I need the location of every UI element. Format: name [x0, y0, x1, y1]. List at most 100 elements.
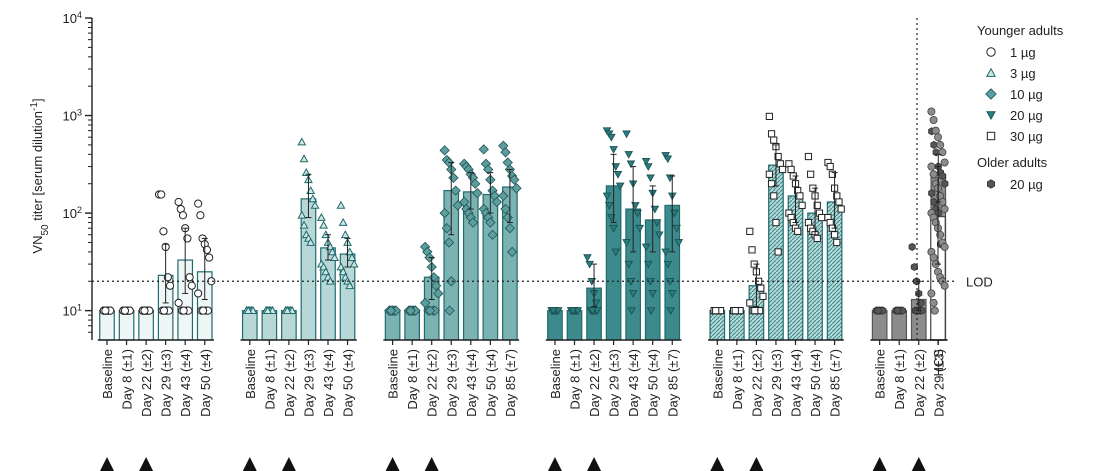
data-point — [444, 305, 455, 316]
data-point — [644, 260, 653, 269]
data-point — [491, 196, 503, 208]
x-tick-label: Day 50 (±4) — [808, 349, 823, 417]
data-point — [450, 185, 461, 196]
x-tick-label: Day 22 (±2) — [587, 349, 602, 417]
data-point — [308, 194, 318, 203]
x-tick-label: Day 50 (±4) — [198, 349, 213, 417]
x-tick-label: Day 8 (±1) — [730, 349, 745, 410]
data-point — [385, 305, 397, 316]
data-point — [243, 306, 253, 315]
data-point — [446, 276, 457, 287]
bar — [241, 310, 258, 341]
data-point — [774, 248, 782, 256]
data-point — [306, 237, 316, 246]
y-tick-label: 103 — [63, 108, 82, 124]
data-point — [611, 248, 621, 257]
data-point — [101, 306, 110, 315]
data-point — [340, 230, 350, 239]
dose-marker — [710, 457, 725, 471]
data-point — [767, 180, 776, 188]
data-point — [833, 238, 841, 247]
data-point — [767, 130, 776, 138]
data-point — [509, 174, 520, 185]
data-point — [831, 231, 839, 239]
data-point — [772, 218, 780, 227]
data-point — [930, 140, 938, 149]
data-point — [934, 133, 943, 142]
data-point — [798, 201, 806, 209]
data-point — [199, 306, 208, 315]
dose-marker — [424, 457, 439, 471]
data-point — [338, 217, 348, 226]
data-point — [927, 162, 936, 171]
x-tick-label: Day 85 (±7) — [503, 349, 518, 417]
data-point — [602, 192, 612, 201]
data-point — [646, 307, 656, 316]
data-point — [448, 172, 459, 183]
data-point — [807, 170, 815, 178]
data-point — [439, 207, 450, 219]
data-point — [607, 133, 616, 142]
data-point — [765, 170, 773, 178]
data-point — [500, 147, 511, 158]
x-tick-label: Baseline — [873, 349, 888, 399]
y-tick-label: 101 — [63, 303, 82, 319]
data-point — [646, 174, 655, 183]
data-point — [439, 145, 450, 156]
data-point — [506, 246, 518, 258]
x-tick-label: Baseline — [386, 349, 401, 399]
legend-marker — [985, 67, 997, 77]
x-tick-label: Day 29 (±3) — [607, 349, 622, 417]
data-point — [804, 152, 813, 161]
data-point — [263, 306, 273, 315]
dose-markers — [100, 457, 926, 471]
dose-marker — [749, 457, 764, 471]
data-point — [588, 307, 597, 316]
data-point — [120, 306, 130, 315]
dose-marker — [911, 457, 926, 471]
legend-label: 20 µg — [1010, 108, 1043, 123]
data-point — [787, 165, 795, 174]
data-point — [349, 259, 359, 268]
data-point — [652, 219, 662, 227]
data-point — [627, 307, 636, 316]
data-point — [504, 223, 516, 234]
data-point — [748, 246, 756, 254]
data-point — [813, 201, 821, 209]
x-tick-label: Baseline — [100, 349, 115, 399]
legend-marker — [986, 131, 996, 141]
data-point — [936, 140, 945, 149]
data-point — [641, 157, 651, 166]
y-axis: 101 102 103 104 — [63, 10, 93, 340]
data-point — [929, 253, 938, 262]
data-point — [624, 151, 634, 159]
lod-label: LOD — [966, 274, 993, 289]
legend-marker — [986, 111, 996, 121]
data-point — [430, 280, 442, 291]
data-point — [826, 162, 834, 171]
legend-title: Younger adults — [977, 23, 1064, 38]
data-point — [894, 306, 902, 315]
data-point — [774, 152, 782, 161]
legend-label: 3 µg — [1010, 66, 1036, 81]
x-tick-label: Day 43 (±4) — [321, 349, 336, 417]
data-point — [929, 170, 938, 179]
bar — [300, 198, 317, 341]
data-point — [929, 116, 938, 125]
data-point — [482, 164, 494, 175]
bar — [891, 310, 908, 341]
x-tick-label: Day 29 (±3) — [159, 349, 174, 417]
dose-marker — [100, 457, 114, 471]
data-point — [941, 179, 949, 188]
legend: Younger adults 1 µg 3 µg 10 µg 20 µg 30 µg Old… — [977, 23, 1064, 192]
x-tick-label: Day 8 (±1) — [568, 349, 583, 410]
data-point — [628, 290, 638, 298]
bar — [728, 310, 745, 341]
x-tick-label: Day 22 (±2) — [912, 349, 927, 417]
data-point — [319, 220, 329, 229]
x-tick-label: Day 50 (±4) — [646, 349, 661, 417]
data-point — [940, 242, 949, 251]
data-point — [751, 307, 759, 315]
x-tick-label: Day 8 (±1) — [120, 349, 135, 410]
